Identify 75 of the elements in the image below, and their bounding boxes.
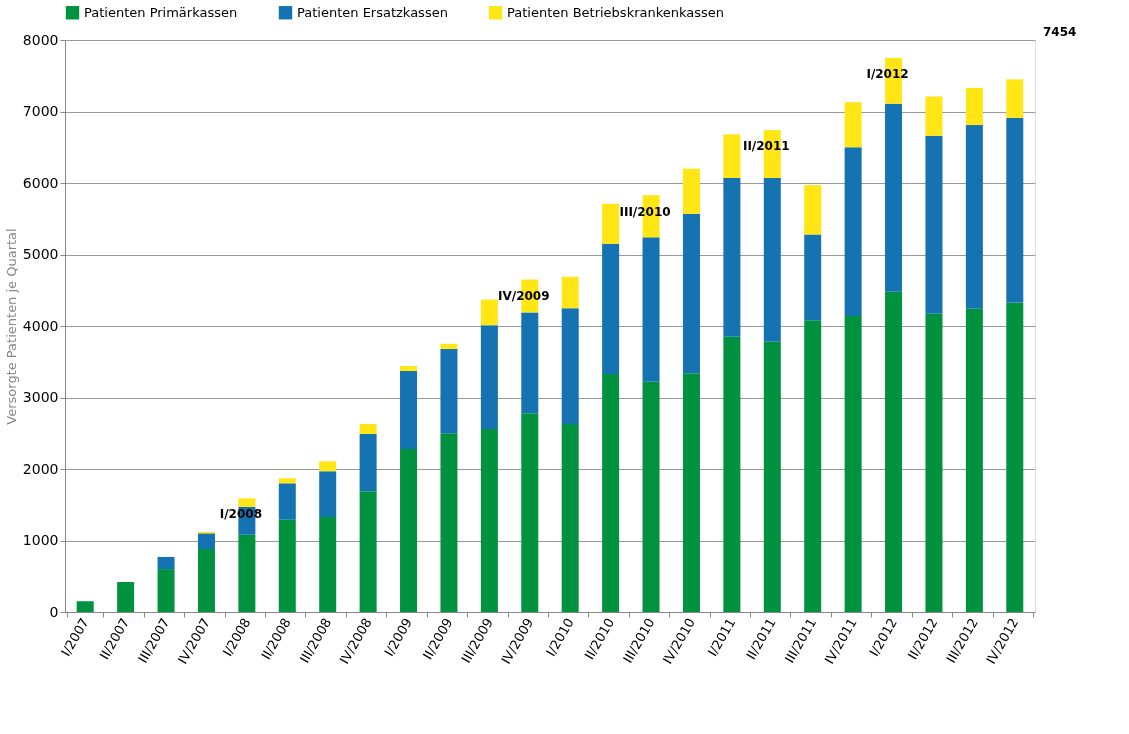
y-tick-label: 1000 (22, 532, 59, 548)
bar (319, 471, 337, 517)
bar (400, 366, 418, 372)
bar (642, 237, 660, 382)
bar (319, 461, 337, 472)
bar (965, 87, 983, 126)
bar (197, 533, 215, 550)
y-tick-label: 4000 (22, 317, 59, 334)
bar (561, 308, 579, 424)
bar (682, 168, 700, 214)
y-axis-title: Versorgte Patienten je Quartal (3, 228, 19, 425)
bar (844, 315, 862, 612)
bar (642, 381, 660, 612)
bar (359, 491, 377, 612)
bar (197, 549, 215, 612)
bar (723, 134, 741, 178)
bar (359, 423, 377, 434)
legend-label: Patienten Primärkassen (84, 4, 238, 20)
bar (238, 498, 256, 507)
y-tick-label: 7000 (22, 103, 59, 119)
bar (76, 601, 94, 612)
bar (885, 103, 903, 292)
y-tick-label: 5000 (22, 246, 59, 262)
legend-label: Patienten Betriebskrankenkassen (507, 4, 725, 20)
bar (521, 413, 539, 612)
bar (480, 325, 498, 429)
bar (925, 135, 943, 314)
bar (925, 96, 943, 136)
bar (521, 312, 539, 414)
bar (682, 213, 700, 374)
y-tick-label: 3000 (22, 389, 59, 405)
bar (319, 516, 337, 612)
bar (1006, 79, 1024, 118)
bar (885, 291, 903, 612)
legend-label: Patienten Ersatzkassen (297, 4, 448, 20)
bar (763, 341, 781, 612)
bar (561, 276, 579, 309)
bar (682, 373, 700, 612)
bar (278, 519, 296, 612)
bar (480, 299, 498, 326)
bar (561, 423, 579, 612)
bar (925, 313, 943, 612)
bar (440, 348, 458, 434)
bar (238, 534, 256, 612)
bar (723, 177, 741, 337)
bar (157, 556, 175, 570)
bar (440, 433, 458, 612)
bar (844, 147, 862, 316)
bar (480, 428, 498, 612)
bar (723, 336, 741, 612)
bar (1006, 117, 1024, 303)
bar (1006, 302, 1024, 612)
bar (117, 581, 135, 612)
y-tick-label: 0 (49, 603, 59, 620)
bar (157, 569, 175, 612)
bar (965, 308, 983, 612)
bar (965, 125, 983, 309)
y-tick-label: 2000 (22, 460, 59, 477)
y-tick-label: 6000 (22, 174, 59, 191)
bar (440, 343, 458, 349)
y-tick-label: 8000 (22, 31, 59, 48)
bar (278, 483, 296, 520)
bar (359, 433, 377, 492)
bar (844, 102, 862, 148)
bar (804, 185, 822, 235)
bar (400, 371, 418, 449)
bar (602, 203, 620, 244)
bar (400, 448, 418, 612)
text: 7454 (1043, 25, 1077, 39)
bar (763, 177, 781, 342)
bar (602, 243, 620, 374)
bar (602, 373, 620, 612)
bar (804, 234, 822, 321)
bar (804, 320, 822, 612)
bar (278, 478, 296, 484)
